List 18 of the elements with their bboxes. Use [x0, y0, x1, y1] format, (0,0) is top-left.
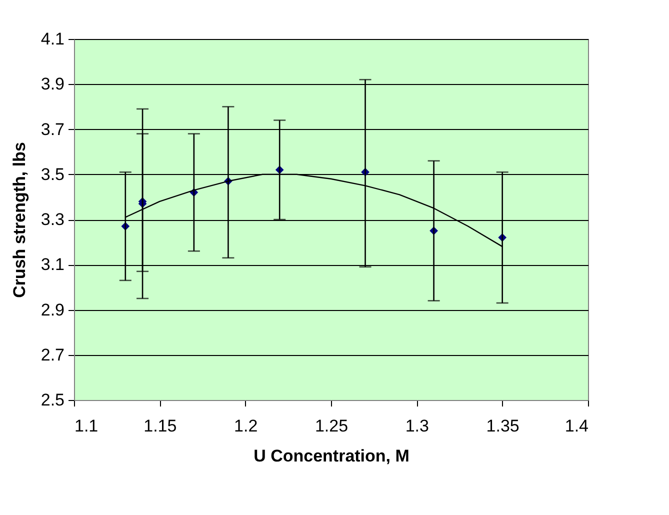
y-tick-label: 4.1 [40, 30, 64, 48]
x-tick-label: 1.15 [144, 416, 177, 436]
y-tick-label: 2.5 [40, 390, 64, 410]
x-tick-label: 1.3 [405, 416, 429, 436]
x-tick-label: 1.4 [564, 416, 588, 436]
y-tick-label: 3.3 [40, 210, 64, 229]
y-tick-label: 3.5 [40, 164, 64, 184]
y-tick-label: 2.7 [40, 345, 64, 364]
x-tick-label: 1.1 [74, 416, 98, 436]
y-tick-label: 3.7 [40, 120, 64, 139]
y-tick-label: 2.9 [40, 300, 64, 320]
x-tick-label: 1.2 [234, 416, 258, 436]
x-axis-title: U Concentration, M [254, 446, 410, 466]
x-tick-label: 1.25 [314, 416, 348, 436]
y-axis-title: Crush strength, lbs [10, 142, 29, 298]
y-tick-label: 3.9 [40, 74, 64, 94]
y-tick-label: 3.1 [40, 255, 64, 274]
x-tick-label: 1.35 [486, 416, 520, 436]
